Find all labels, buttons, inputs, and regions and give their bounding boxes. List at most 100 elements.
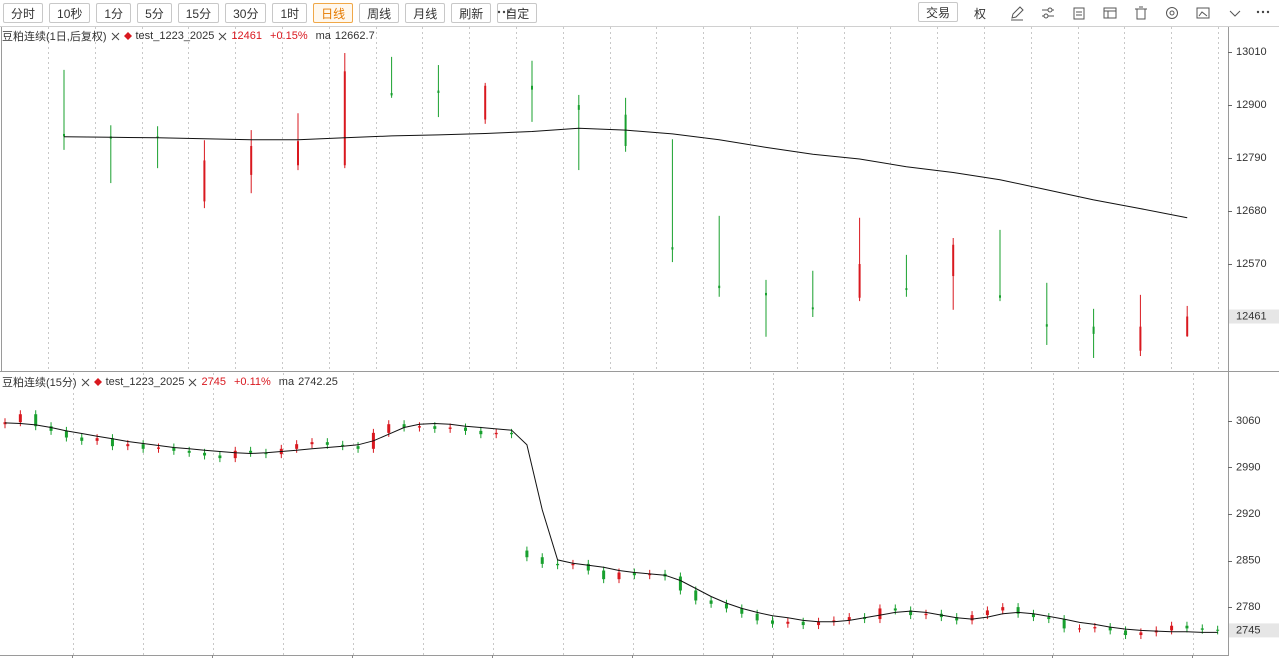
candle-body [577,105,580,110]
candle-body [1001,607,1005,611]
candle-body [571,563,575,566]
period-button[interactable]: 30分 [225,3,267,23]
candle-body [437,90,440,93]
candle-body [1124,630,1128,636]
candle-body [250,145,253,175]
period-button[interactable]: 15分 [177,3,220,23]
menu-icon[interactable] [1255,5,1271,19]
ma-line [63,127,1188,219]
y-tick-label: 13010 [1236,46,1267,58]
candle-body [156,136,159,138]
gear-icon[interactable] [1164,5,1180,21]
y-tick-label: 12680 [1236,205,1267,217]
candle-body [905,288,908,291]
candle-body [952,244,955,277]
price-change: +0.15% [270,30,308,42]
trade-button[interactable]: 交易 [918,2,959,22]
candle-body [765,292,767,296]
candle-body [157,447,160,449]
period-button[interactable]: 自定 [497,3,538,23]
period-button[interactable]: 刷新 [451,3,492,23]
screenshot-icon[interactable] [1195,5,1211,21]
period-button[interactable]: 1时 [272,3,308,23]
indicator-marker [93,378,102,386]
layout-icon[interactable] [1102,5,1118,21]
more-icon[interactable] [496,5,512,19]
close-icon[interactable] [111,32,120,41]
candle-body [955,617,959,621]
template-icon[interactable] [1071,5,1087,21]
candle-body [448,427,452,429]
indicator-name: test_1223_2025 [105,376,185,388]
period-toolbar: 分时 10秒 1分 5分 15分 30分 1时 日线 周线 月线 刷新 自定 [3,2,538,24]
candle-body [1016,607,1020,614]
candle-body [1186,316,1189,337]
candle-body [740,608,744,614]
candle-body [325,442,329,445]
period-button[interactable]: 日线 [313,3,354,23]
period-button[interactable]: 分时 [3,3,44,23]
candle-body [203,452,207,456]
period-button[interactable]: 5分 [137,3,172,23]
candle-body [924,613,928,616]
candle-body [63,133,65,137]
candle-body [832,620,836,622]
rights-button[interactable]: 权 [974,7,987,21]
candle-body [1108,627,1112,631]
ma-line [4,422,1218,633]
candle-body [878,608,882,620]
y-tick-label: 2920 [1236,508,1260,520]
candle-body [970,615,974,621]
symbol-name: 豆粕连续(1日,后复权) [2,31,107,43]
y-tick-label: 3060 [1236,415,1260,427]
symbol-name: 豆粕连续(15分) [2,377,77,389]
candle-body [34,414,38,427]
candle-body [387,424,391,433]
collapse-icon[interactable] [1227,5,1243,21]
candle-body [648,573,652,576]
candle-body [602,570,606,580]
draw-icon[interactable] [1009,5,1025,21]
ma-value: 12662.7 [334,30,375,42]
candle-body [218,455,222,459]
indicator-name: test_1223_2025 [135,30,215,42]
candle-body [531,85,533,90]
y-tick-label: 12790 [1236,152,1267,164]
candle-body [1031,613,1035,618]
last-price: 12461 [231,30,263,42]
candle-body [249,450,253,453]
delete-icon[interactable] [1133,5,1149,21]
candle-body [1047,617,1051,620]
candle-body [817,621,821,626]
close-icon[interactable] [218,32,227,41]
period-button[interactable]: 月线 [405,3,446,23]
candle-body [1185,625,1189,629]
candle-body [771,620,774,624]
period-button[interactable]: 周线 [359,3,400,23]
candle-body [999,295,1001,298]
candle-body [811,307,814,310]
candle-body [540,557,544,564]
candle-body [801,621,805,626]
close-icon[interactable] [188,378,197,387]
candle-body [264,452,268,455]
candle-body [1062,619,1066,629]
period-button[interactable]: 1分 [96,3,132,23]
candle-body [718,285,721,289]
close-icon[interactable] [81,378,90,387]
y-tick-label: 12900 [1236,99,1267,111]
candle-body [893,608,897,611]
y-tick-label: 2850 [1236,554,1260,566]
legend: 豆粕连续(15分) test_1223_2025 2745 +0.11% ma 2742.… [2,374,338,390]
y-tick-label: 2780 [1236,601,1260,613]
last-price-box [1229,309,1279,324]
candle-body [755,613,759,621]
period-button[interactable]: 10秒 [49,3,91,23]
candle-body [1139,326,1142,351]
last-price-label: 12461 [1236,310,1267,322]
candle-body [95,438,99,441]
candle-body [233,450,237,459]
ma-name: ma [315,30,331,42]
settings-icon[interactable] [1040,5,1056,21]
